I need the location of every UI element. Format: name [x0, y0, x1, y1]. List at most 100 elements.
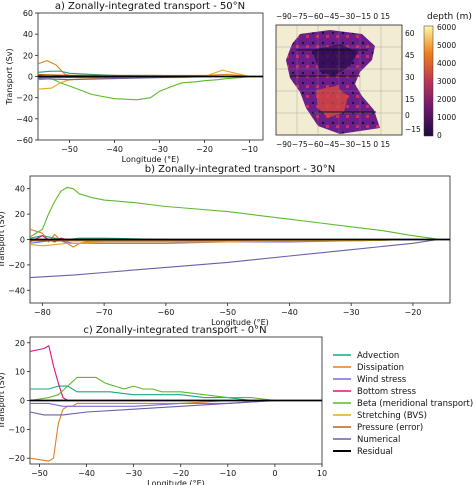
x-tick-label: −40: [78, 469, 95, 478]
colorbar-tick: 6000: [437, 23, 456, 32]
chart-title: c) Zonally-integrated transport - 0°N: [83, 325, 266, 336]
series-line-beta: [30, 376, 294, 402]
map-deep-ocean: [312, 44, 358, 76]
x-tick-label: 10: [317, 469, 327, 478]
x-tick-label: −20: [172, 469, 189, 478]
y-tick-label: −20: [16, 94, 33, 103]
colorbar: [423, 25, 434, 137]
map-lat-ticks: 60 45 30 15 0 −15: [405, 29, 421, 134]
colorbar-tick: 0: [437, 131, 442, 140]
x-axis-label: Longitude (°E): [122, 155, 180, 164]
map-top-ticks: −90−75−60−45−30−15 0 15: [276, 12, 390, 21]
lat-tick: 60: [405, 29, 415, 38]
x-tick-label: −50: [31, 469, 48, 478]
y-tick-label: 10: [15, 368, 25, 377]
legend-label: Residual: [357, 447, 393, 457]
colorbar-tick: 1000: [437, 113, 456, 122]
colorbar-tick: 5000: [437, 41, 456, 50]
series-lines: [30, 345, 322, 462]
legend-item-pressure: Pressure (error): [333, 423, 423, 433]
x-tick-label: −30: [125, 469, 142, 478]
chart-panel: c) Zonally-integrated transport - 0°N −20…: [0, 325, 327, 485]
y-tick-label: −10: [8, 425, 25, 434]
x-axis-label: Longitude (°E): [211, 318, 269, 327]
series-line-stretch: [30, 238, 438, 247]
map-bottom-ticks: −90−75−60−45−30−15 0 15: [276, 140, 390, 149]
chart-title: b) Zonally-integrated transport - 30°N: [145, 164, 336, 175]
legend-item-advection: Advection: [333, 351, 399, 361]
legend-label: Pressure (error): [357, 423, 423, 433]
series-line-dissipation: [30, 399, 294, 462]
legend-label: Bottom stress: [357, 387, 417, 397]
y-axis-label: Transport (Sv): [0, 372, 6, 429]
legend-label: Numerical: [357, 435, 400, 445]
series-line-numerical: [30, 238, 438, 279]
x-tick-label: −70: [96, 308, 113, 317]
series-lines: [30, 186, 450, 279]
x-axis-label: Longitude (°E): [147, 479, 205, 485]
y-axis-label: Transport (Sv): [5, 48, 14, 105]
x-tick-label: −10: [219, 469, 236, 478]
series-line-beta: [30, 186, 438, 241]
map-sections: [290, 49, 376, 113]
legend-item-bottom: Bottom stress: [333, 387, 417, 397]
legend-label: Stretching (BVS): [357, 411, 427, 421]
x-tick-label: −10: [241, 145, 258, 154]
legend-label: Advection: [357, 351, 399, 361]
legend-item-residual: Residual: [333, 447, 393, 457]
y-tick-label: 0: [28, 73, 33, 82]
chart-panels: a) Zonally-integrated transport - 50°N −6…: [0, 1, 451, 485]
x-tick-label: −60: [157, 308, 174, 317]
chart-panel: a) Zonally-integrated transport - 50°N −6…: [5, 1, 264, 164]
series-line-dissipation: [38, 60, 250, 78]
map-ocean: [286, 30, 380, 134]
y-tick-label: −60: [16, 136, 33, 145]
series-line-beta: [38, 75, 250, 101]
lat-tick: 45: [405, 51, 415, 60]
legend-item-dissipation: Dissipation: [333, 363, 404, 373]
legend-item-wind: Wind stress: [333, 375, 407, 385]
series-line-advection: [30, 385, 294, 402]
y-tick-label: 60: [23, 9, 33, 18]
lat-tick: 30: [405, 73, 415, 82]
series-lines: [38, 60, 263, 101]
legend: Advection Dissipation Wind stress Bottom st…: [333, 351, 473, 457]
y-tick-label: 0: [20, 397, 25, 406]
y-tick-label: 20: [15, 210, 25, 219]
colorbar-tick: 4000: [437, 59, 456, 68]
y-tick-label: −40: [16, 115, 33, 124]
map-shelf: [316, 86, 348, 118]
legend-item-beta: Beta (meridional transport): [333, 399, 473, 409]
x-tick-label: −40: [106, 145, 123, 154]
chart-panel: b) Zonally-integrated transport - 30°N −4…: [0, 164, 451, 327]
lat-tick: −15: [405, 125, 421, 134]
x-tick-label: 0: [272, 469, 277, 478]
y-tick-label: 0: [20, 236, 25, 245]
colorbar-tick: 3000: [437, 77, 456, 86]
legend-label: Wind stress: [357, 375, 407, 385]
lat-tick: 0: [405, 111, 410, 120]
y-tick-label: 40: [15, 185, 25, 194]
legend-label: Beta (meridional transport): [357, 399, 473, 409]
x-tick-label: −80: [34, 308, 51, 317]
y-tick-label: −20: [8, 261, 25, 270]
lat-tick: 15: [405, 95, 415, 104]
y-axis-label: Transport (Sv): [0, 211, 6, 268]
colorbar-ticks: 6000 5000 4000 3000 2000 1000 0: [437, 23, 456, 140]
chart-title: a) Zonally-integrated transport - 50°N: [55, 1, 245, 12]
x-tick-label: −50: [61, 145, 78, 154]
legend-item-stretch: Stretching (BVS): [333, 411, 427, 421]
map-inset: −90−75−60−45−30−15 0 15 −90−75−60−45−30−…: [275, 12, 472, 149]
y-tick-label: −20: [8, 454, 25, 463]
x-tick-label: −20: [196, 145, 213, 154]
x-tick-label: −30: [151, 145, 168, 154]
y-tick-label: 40: [23, 30, 33, 39]
legend-label: Dissipation: [357, 363, 404, 373]
x-tick-label: −50: [219, 308, 236, 317]
y-tick-label: 20: [23, 51, 33, 60]
x-tick-label: −40: [281, 308, 298, 317]
x-tick-label: −20: [404, 308, 421, 317]
series-line-numerical: [30, 399, 294, 416]
colorbar-label: depth (m): [427, 12, 472, 22]
